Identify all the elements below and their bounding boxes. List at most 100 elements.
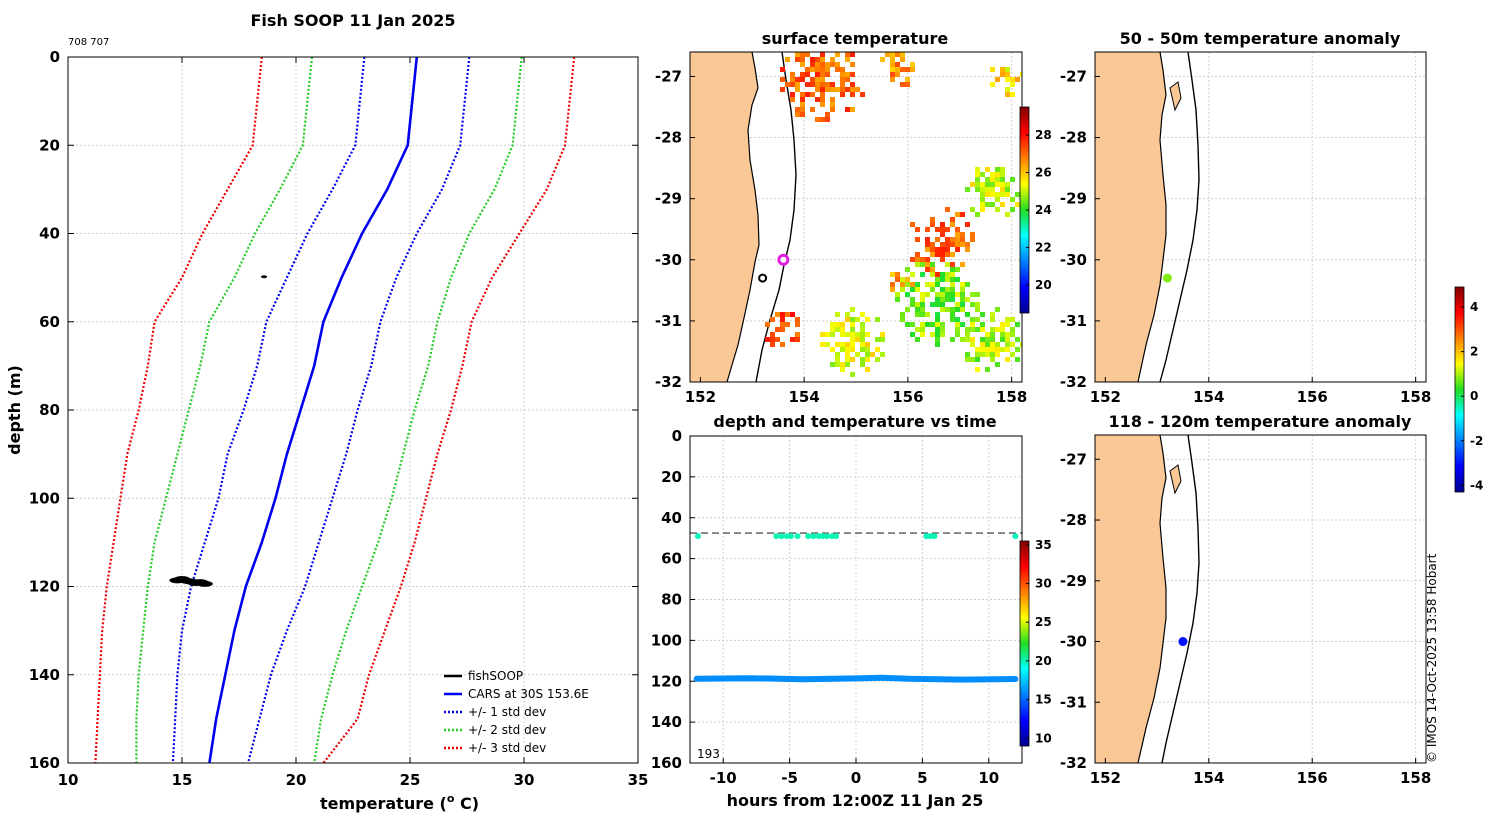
sst-pixel xyxy=(850,317,855,322)
sst-pixel xyxy=(840,87,845,92)
sst-pixel xyxy=(895,62,900,67)
sst-pixel xyxy=(900,277,905,282)
profile-series-line-5 xyxy=(322,56,576,764)
sst-pixel xyxy=(850,62,855,67)
sst-pixel xyxy=(785,312,790,317)
sst-pixel xyxy=(975,187,980,192)
sst-pixel xyxy=(820,62,825,67)
sst-pixel xyxy=(830,82,835,87)
sst-pixel xyxy=(950,317,955,322)
anomaly-colorbar-tick-label: 2 xyxy=(1470,345,1478,359)
sst-pixel xyxy=(1005,212,1010,217)
time-ytick-label: 100 xyxy=(651,631,682,649)
sst-pixel xyxy=(880,57,885,62)
sst-pixel xyxy=(820,77,825,82)
sst-pixel xyxy=(995,362,1000,367)
sst-pixel xyxy=(780,312,785,317)
sst-pixel xyxy=(940,227,945,232)
sst-pixel xyxy=(990,182,995,187)
sst-pixel xyxy=(790,92,795,97)
sst-pixel xyxy=(945,287,950,292)
sst-pixel xyxy=(960,237,965,242)
sst-pixel xyxy=(955,332,960,337)
surface-colorbar-tick-label: 28 xyxy=(1035,128,1052,142)
sst-pixel xyxy=(975,352,980,357)
sst-pixel xyxy=(800,112,805,117)
sst-pixel xyxy=(960,287,965,292)
sst-pixel xyxy=(970,357,975,362)
time-point-shallow xyxy=(794,533,801,540)
sst-pixel xyxy=(800,92,805,97)
profile-ytick-label: 140 xyxy=(29,666,60,684)
fishsoop-point xyxy=(196,580,213,587)
sst-pixel xyxy=(995,192,1000,197)
sst-pixel xyxy=(840,367,845,372)
sst-pixel xyxy=(1005,357,1010,362)
sst-pixel xyxy=(865,317,870,322)
sst-pixel xyxy=(815,72,820,77)
anomaly-colorbar-ticks: 4 2 0 -2 -4 xyxy=(1461,300,1483,492)
sst-pixel xyxy=(995,342,1000,347)
sst-pixel xyxy=(940,307,945,312)
anomaly-120m-ytick-label: -31 xyxy=(1060,693,1087,711)
sst-pixel xyxy=(940,232,945,237)
sst-pixel xyxy=(925,237,930,242)
sst-pixel xyxy=(835,362,840,367)
surface-colorbar-tick-label: 20 xyxy=(1035,278,1052,292)
sst-pixel xyxy=(950,217,955,222)
sst-pixel xyxy=(985,192,990,197)
sst-pixel xyxy=(1005,182,1010,187)
sst-pixel xyxy=(940,277,945,282)
sst-pixel xyxy=(935,227,940,232)
time-colorbar-tick-label: 30 xyxy=(1035,577,1052,591)
sst-pixel xyxy=(980,337,985,342)
sst-pixel xyxy=(895,72,900,77)
time-colorbar-tick-label: 15 xyxy=(1035,693,1052,707)
sst-pixel xyxy=(885,52,890,57)
sst-pixel xyxy=(990,172,995,177)
sst-pixel xyxy=(945,307,950,312)
sst-pixel xyxy=(935,302,940,307)
sst-pixel xyxy=(830,57,835,62)
sst-pixel xyxy=(955,267,960,272)
time-ytick-label: 20 xyxy=(661,468,682,486)
sst-pixel xyxy=(935,317,940,322)
sst-pixel xyxy=(1015,77,1020,82)
sst-pixel xyxy=(860,332,865,337)
profile-ytick-label: 160 xyxy=(29,754,60,772)
sst-pixel xyxy=(830,62,835,67)
sst-pixel xyxy=(955,247,960,252)
sst-pixel xyxy=(970,342,975,347)
sst-pixel xyxy=(960,322,965,327)
time-points xyxy=(693,533,1019,683)
sst-pixel xyxy=(980,352,985,357)
sst-pixel xyxy=(1000,167,1005,172)
sst-pixel xyxy=(935,342,940,347)
sst-pixel xyxy=(830,332,835,337)
sst-pixel xyxy=(920,272,925,277)
sst-pixel xyxy=(970,292,975,297)
sst-pixel xyxy=(975,292,980,297)
sst-pixel xyxy=(930,332,935,337)
sst-pixel xyxy=(955,237,960,242)
sst-pixel xyxy=(835,322,840,327)
sst-pixel xyxy=(975,212,980,217)
sst-pixel xyxy=(930,262,935,267)
sst-pixel xyxy=(815,67,820,72)
sst-pixel xyxy=(850,107,855,112)
sst-pixel xyxy=(965,312,970,317)
sst-pixel xyxy=(910,302,915,307)
sst-pixel xyxy=(940,322,945,327)
sst-pixel xyxy=(1020,72,1022,77)
sst-pixel xyxy=(815,77,820,82)
sst-pixel xyxy=(975,357,980,362)
sst-pixel xyxy=(800,52,805,57)
time-point-shallow xyxy=(694,533,701,540)
sst-pixel xyxy=(900,282,905,287)
sst-pixel xyxy=(785,57,790,62)
sst-pixel xyxy=(785,322,790,327)
sst-pixel xyxy=(1010,82,1015,87)
sst-pixel xyxy=(850,87,855,92)
sst-pixel xyxy=(965,297,970,302)
sst-pixel xyxy=(845,72,850,77)
